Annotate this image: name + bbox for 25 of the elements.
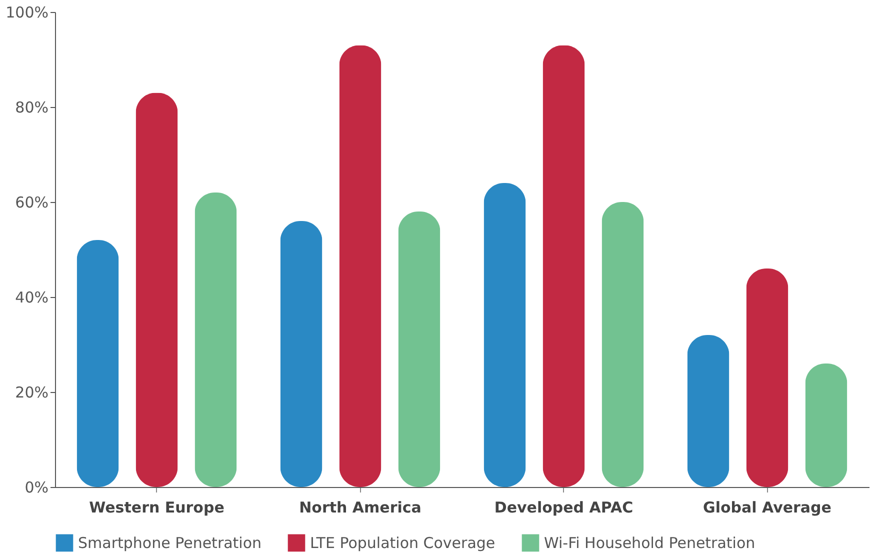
x-tick-label: Western Europe bbox=[89, 498, 224, 516]
y-tick-label: 20% bbox=[15, 384, 48, 402]
bar bbox=[398, 212, 440, 487]
bar bbox=[194, 192, 237, 487]
x-tick-label: Global Average bbox=[703, 498, 832, 516]
bar bbox=[805, 364, 848, 487]
y-tick-label: 60% bbox=[15, 194, 48, 212]
bar bbox=[746, 268, 788, 487]
x-tick-label: Developed APAC bbox=[494, 498, 634, 516]
y-tick-label: 100% bbox=[6, 4, 48, 22]
bar bbox=[136, 92, 178, 487]
legend-label: Wi-Fi Household Penetration bbox=[544, 534, 756, 552]
y-tick-label: 0% bbox=[24, 478, 48, 496]
bar bbox=[76, 240, 119, 487]
bar bbox=[687, 335, 730, 487]
bar bbox=[542, 45, 585, 487]
bar bbox=[602, 202, 644, 487]
bar bbox=[339, 45, 382, 487]
y-tick-label: 80% bbox=[15, 98, 48, 116]
legend-label: LTE Population Coverage bbox=[310, 534, 496, 552]
legend-label: Smartphone Penetration bbox=[78, 534, 262, 552]
y-tick-label: 40% bbox=[15, 288, 48, 306]
x-tick-label: North America bbox=[299, 498, 422, 516]
bar bbox=[280, 221, 322, 487]
bar bbox=[484, 183, 526, 487]
